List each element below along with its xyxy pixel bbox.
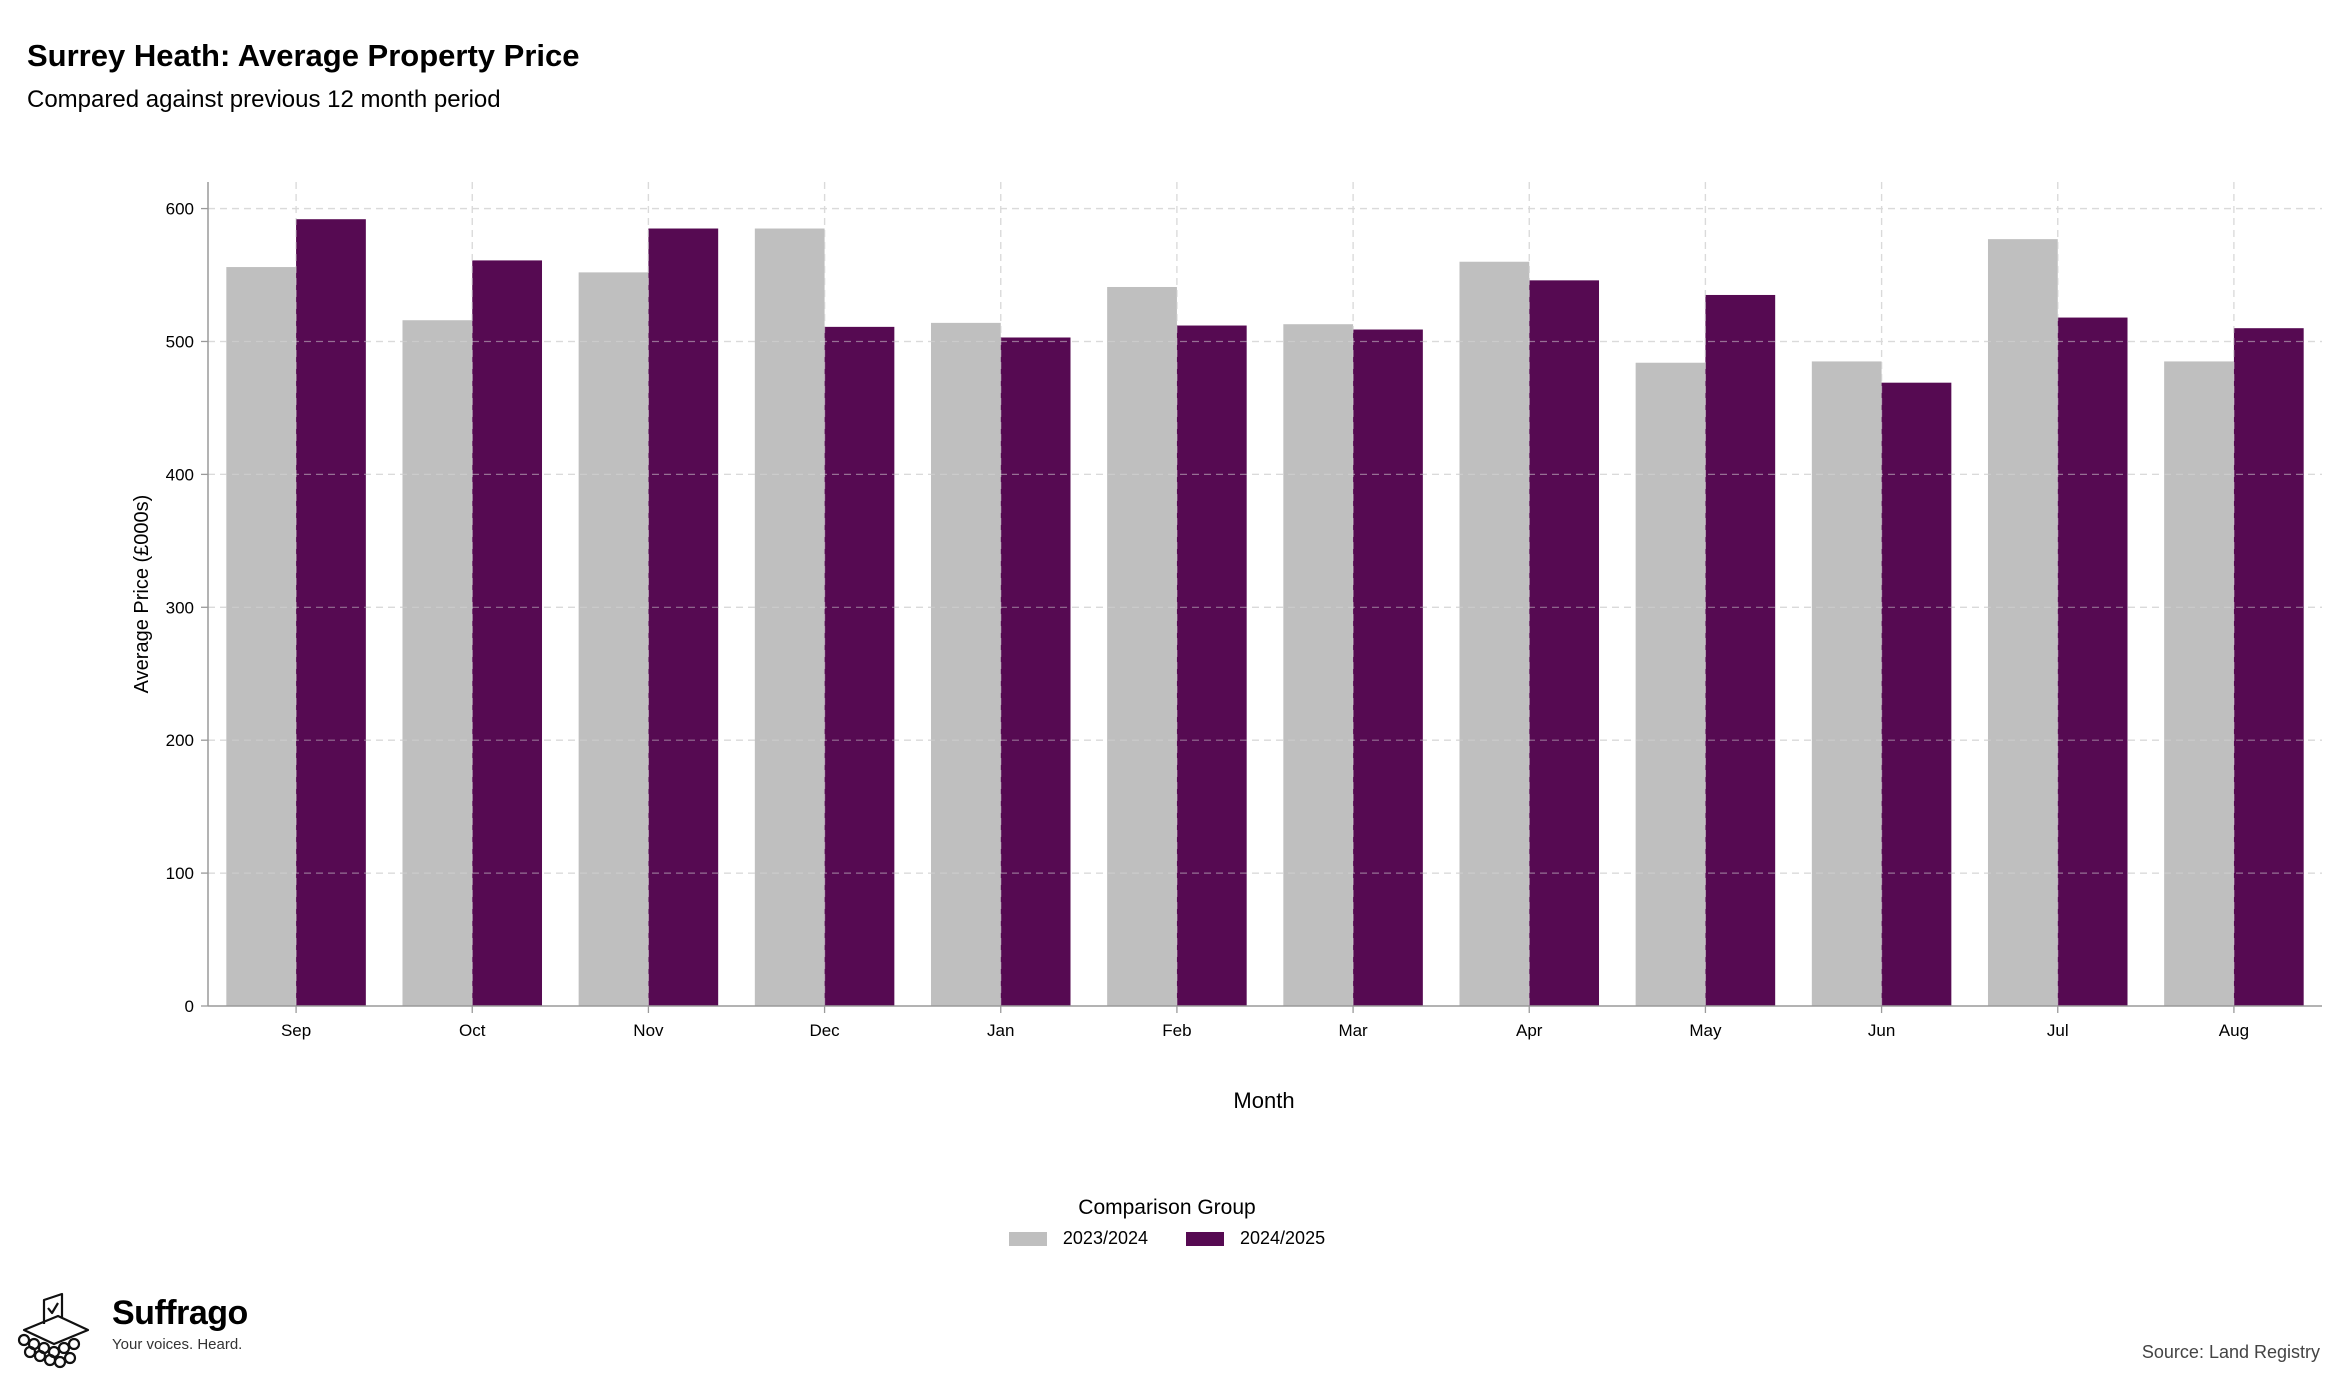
x-tick-label: Oct — [459, 1021, 486, 1040]
legend-item-2023-2024: 2023/2024 — [1008, 1228, 1148, 1249]
y-tick-label: 300 — [166, 598, 194, 617]
x-tick-label: Mar — [1338, 1021, 1368, 1040]
y-tick-label: 100 — [166, 864, 194, 883]
legend-label-2024-2025: 2024/2025 — [1240, 1228, 1326, 1248]
bar-jul-series-2 — [2057, 317, 2128, 1006]
y-tick-label: 0 — [185, 997, 194, 1016]
legend-items: 2023/2024 2024/2025 — [1008, 1228, 1325, 1249]
labels-layer: 0 100 200 300 400 500 600 Sep Oct Nov Dec Jan Feb Mar… — [166, 200, 2249, 1040]
bar-feb-series-1 — [1107, 286, 1177, 1007]
bar-jul-series-1 — [1987, 239, 2058, 1007]
bar-feb-series-2 — [1176, 325, 1247, 1006]
bar-sep-series-2 — [296, 219, 366, 1007]
bar-mar-series-1 — [1283, 324, 1354, 1007]
y-tick-label: 200 — [166, 731, 194, 750]
y-tick-label: 600 — [166, 200, 194, 219]
bar-may-series-2 — [1705, 294, 1776, 1006]
axes-layer — [207, 182, 2322, 1007]
chart-title: Surrey Heath: Average Property Price — [27, 38, 580, 73]
y-axis-title: Average Price (£000s) — [131, 495, 153, 694]
x-tick-label: May — [1689, 1021, 1722, 1040]
bar-may-series-1 — [1635, 362, 1706, 1006]
bar-nov-series-1 — [578, 272, 649, 1006]
bar-oct-series-1 — [402, 320, 473, 1006]
bar-jun-series-2 — [1881, 382, 1952, 1007]
x-tick-label: Jul — [2047, 1021, 2069, 1040]
bars-layer — [226, 219, 2304, 1007]
gridline-overlay — [208, 182, 2322, 1006]
ballot-box-icon — [17, 1292, 90, 1369]
y-tick-label: 500 — [166, 332, 194, 351]
x-axis-title: Month — [1233, 1088, 1294, 1113]
bar-nov-series-2 — [648, 228, 719, 1007]
bar-chart: 0 100 200 300 400 500 600 Sep Oct Nov Dec Jan Feb Mar… — [131, 182, 2322, 1113]
bar-jan-series-1 — [930, 322, 1001, 1006]
bar-sep-series-1 — [226, 267, 297, 1006]
bar-jun-series-1 — [1811, 361, 1882, 1007]
bar-jan-series-2 — [1000, 337, 1071, 1006]
bar-dec-series-2 — [824, 326, 895, 1006]
x-tick-label: Sep — [281, 1021, 311, 1040]
legend: Comparison Group 2023/2024 2024/2025 — [0, 1196, 2334, 1251]
x-tick-label: Feb — [1162, 1021, 1191, 1040]
bar-dec-series-1 — [754, 228, 825, 1007]
bar-aug-series-2 — [2233, 328, 2304, 1006]
bar-oct-series-2 — [472, 260, 543, 1006]
bar-aug-series-1 — [2164, 361, 2234, 1007]
legend-item-2024-2025: 2024/2025 — [1186, 1228, 1325, 1249]
x-tick-label: Jan — [987, 1021, 1014, 1040]
legend-title: Comparison Group — [1078, 1196, 1256, 1219]
bar-apr-series-1 — [1459, 261, 1530, 1006]
x-tick-label: Jun — [1868, 1021, 1895, 1040]
brand-logo: Suffrago Your voices. Heard. — [14, 1292, 248, 1372]
bar-mar-series-2 — [1353, 329, 1423, 1006]
y-tick-label: 400 — [166, 465, 194, 484]
source-note: Source: Land Registry — [2141, 1342, 2320, 1362]
legend-swatch-2024-2025 — [1186, 1231, 1224, 1246]
legend-swatch-2023-2024 — [1008, 1231, 1047, 1246]
bar-apr-series-2 — [1529, 280, 1600, 1006]
x-tick-label: Apr — [1516, 1021, 1543, 1040]
legend-label-2023-2024: 2023/2024 — [1062, 1228, 1148, 1248]
x-tick-label: Dec — [809, 1021, 840, 1040]
brand-tagline: Your voices. Heard. — [112, 1336, 243, 1353]
x-tick-label: Nov — [633, 1021, 664, 1040]
chart-subtitle: Compared against previous 12 month perio… — [27, 86, 501, 113]
brand-name: Suffrago — [112, 1294, 248, 1332]
x-tick-label: Aug — [2219, 1021, 2249, 1040]
